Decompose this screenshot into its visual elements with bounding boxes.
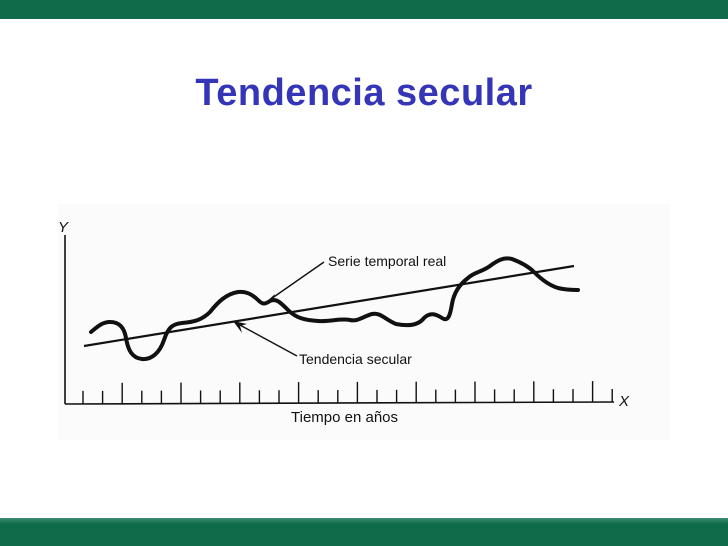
time-series-curve — [89, 256, 580, 362]
series-arrow — [264, 261, 325, 304]
bottom-bar-highlight — [0, 518, 728, 524]
x-axis-ticks — [82, 381, 613, 404]
x-axis-caption: Tiempo en años — [291, 409, 398, 426]
figure-panel — [58, 204, 670, 440]
slide-title: Tendencia secular — [195, 72, 533, 114]
y-axis-label: Y — [58, 219, 69, 236]
trend-label: Tendencia secular — [299, 351, 412, 367]
x-axis-label: X — [618, 393, 630, 410]
x-axis — [64, 401, 615, 405]
top-accent-bar — [0, 0, 728, 19]
trend-line — [83, 264, 575, 348]
trend-arrow — [233, 321, 298, 357]
series-label: Serie temporal real — [328, 253, 446, 269]
